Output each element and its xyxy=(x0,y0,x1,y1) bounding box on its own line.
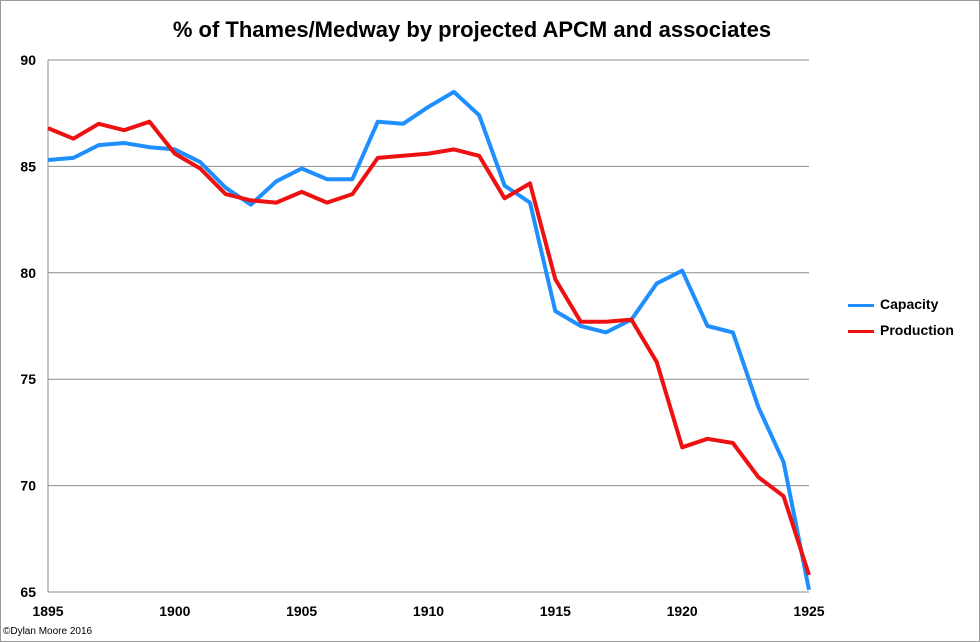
data-point-capacity xyxy=(376,120,380,124)
data-point-production xyxy=(807,573,811,577)
data-point-production xyxy=(579,320,583,324)
data-point-capacity xyxy=(224,186,228,190)
data-point-production xyxy=(655,360,659,364)
y-tick-label: 85 xyxy=(20,158,36,174)
data-point-capacity xyxy=(782,460,786,464)
data-point-capacity xyxy=(553,309,557,313)
x-tick-label: 1915 xyxy=(540,603,571,619)
data-point-production xyxy=(350,192,354,196)
data-point-production xyxy=(300,190,304,194)
data-point-capacity xyxy=(579,324,583,328)
tick-labels: 65 70 75 80 85 90 1895 1900 1905 1910 1915 1920 1925 xyxy=(20,52,824,619)
x-tick-label: 1900 xyxy=(159,603,190,619)
data-point-production xyxy=(46,126,50,130)
data-point-capacity xyxy=(325,177,329,181)
data-point-production xyxy=(604,320,608,324)
data-point-production xyxy=(97,122,101,126)
data-point-capacity xyxy=(300,167,304,171)
data-point-production xyxy=(477,154,481,158)
x-tick-label: 1920 xyxy=(667,603,698,619)
x-tick-label: 1905 xyxy=(286,603,317,619)
data-point-production xyxy=(249,198,253,202)
data-point-production xyxy=(553,277,557,281)
data-point-production xyxy=(274,201,278,205)
data-point-capacity xyxy=(97,143,101,147)
legend-swatch-production xyxy=(848,330,874,333)
y-tick-label: 80 xyxy=(20,265,36,281)
series-line-production xyxy=(47,119,811,576)
data-point-capacity xyxy=(503,184,507,188)
data-point-production xyxy=(629,318,633,322)
data-point-production xyxy=(680,445,684,449)
y-tick-label: 65 xyxy=(20,584,36,600)
data-point-capacity xyxy=(71,156,75,160)
data-point-production xyxy=(782,494,786,498)
legend-label-production: Production xyxy=(880,322,954,338)
chart-title: % of Thames/Medway by projected APCM and… xyxy=(172,17,772,42)
data-point-capacity xyxy=(680,269,684,273)
x-tick-label: 1925 xyxy=(793,603,824,619)
y-tick-label: 70 xyxy=(20,478,36,494)
data-point-production xyxy=(401,154,405,158)
data-point-capacity xyxy=(147,145,151,149)
data-point-production xyxy=(147,120,151,124)
series-line-capacity xyxy=(47,89,811,591)
data-point-capacity xyxy=(401,122,405,126)
x-tick-label: 1895 xyxy=(32,603,63,619)
y-tick-label: 90 xyxy=(20,52,36,68)
data-point-capacity xyxy=(477,113,481,117)
data-point-production xyxy=(756,475,760,479)
data-point-capacity xyxy=(604,330,608,334)
data-point-production xyxy=(122,128,126,132)
gridlines xyxy=(48,59,809,487)
data-point-capacity xyxy=(452,90,456,94)
legend-label-capacity: Capacity xyxy=(880,296,939,312)
data-point-production xyxy=(452,147,456,151)
data-point-production xyxy=(706,437,710,441)
data-point-capacity xyxy=(731,330,735,334)
data-point-capacity xyxy=(274,179,278,183)
data-point-capacity xyxy=(198,160,202,164)
y-tick-label: 75 xyxy=(20,371,36,387)
data-point-production xyxy=(224,192,228,196)
legend-swatch-capacity xyxy=(848,304,874,307)
data-point-capacity xyxy=(756,405,760,409)
data-point-capacity xyxy=(249,203,253,207)
data-point-production xyxy=(173,152,177,156)
data-point-production xyxy=(198,167,202,171)
copyright-credit: ©Dylan Moore 2016 xyxy=(3,626,93,637)
axes xyxy=(47,60,809,593)
data-point-production xyxy=(71,137,75,141)
data-point-capacity xyxy=(706,324,710,328)
data-point-capacity xyxy=(807,588,811,592)
data-point-production xyxy=(503,196,507,200)
data-point-production xyxy=(731,441,735,445)
data-point-production xyxy=(427,152,431,156)
data-point-capacity xyxy=(427,105,431,109)
data-point-capacity xyxy=(528,201,532,205)
x-tick-label: 1910 xyxy=(413,603,444,619)
data-point-production xyxy=(528,181,532,185)
data-point-capacity xyxy=(46,158,50,162)
data-point-capacity xyxy=(655,281,659,285)
series-lines xyxy=(46,89,811,592)
data-point-capacity xyxy=(122,141,126,145)
data-point-production xyxy=(376,156,380,160)
data-point-capacity xyxy=(350,177,354,181)
data-point-production xyxy=(325,201,329,205)
